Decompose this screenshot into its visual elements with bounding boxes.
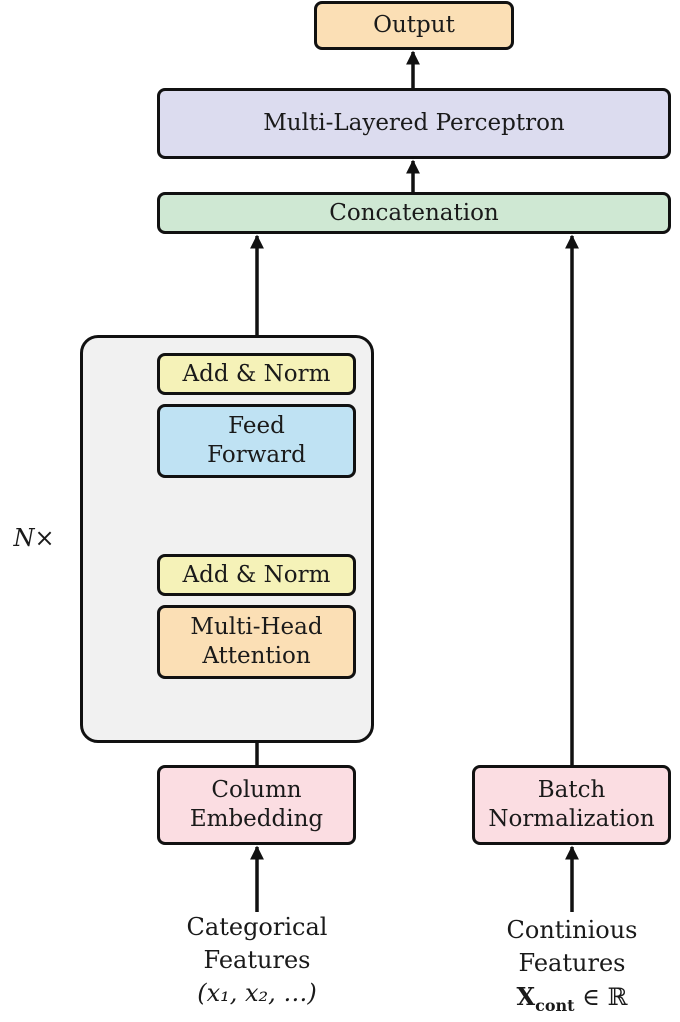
batch-norm-line-2: Normalization (488, 806, 655, 832)
categorical-caption-line-3: (x₁, x₂, …) (197, 979, 317, 1007)
continuous-symbol-subscript: cont (535, 995, 575, 1015)
mlp-label: Multi-Layered Perceptron (263, 110, 565, 136)
categorical-features-caption: Categorical Features (x₁, x₂, …) (157, 911, 357, 1010)
add-norm-bottom-box: Add & Norm (157, 554, 356, 596)
continuous-caption-line-3: Xcont ∈ ℝ (462, 980, 680, 1022)
concatenation-label: Concatenation (329, 199, 499, 226)
feed-forward-line-2: Forward (207, 442, 306, 468)
feed-forward-box: Feed Forward (157, 404, 356, 478)
batch-normalization-box: Batch Normalization (472, 765, 671, 845)
add-norm-bottom-label: Add & Norm (182, 561, 331, 588)
concatenation-box: Concatenation (157, 192, 671, 234)
repeat-count-label: N× (13, 524, 55, 552)
categorical-caption-line-1: Categorical (186, 913, 328, 941)
categorical-caption-line-2: Features (203, 946, 311, 974)
transformer-block-container (80, 335, 374, 743)
batch-norm-line-1: Batch (537, 777, 606, 803)
column-embedding-box: Column Embedding (157, 765, 356, 845)
multi-head-attention-box: Multi-Head Attention (157, 605, 356, 679)
continuous-caption-line-1: Continious (506, 916, 638, 944)
output-box: Output (314, 1, 514, 50)
output-label: Output (373, 12, 455, 38)
continuous-symbol: X (516, 982, 536, 1011)
mha-line-2: Attention (202, 643, 311, 669)
mha-line-1: Multi-Head (190, 614, 323, 640)
continuous-features-caption: Continious Features Xcont ∈ ℝ (462, 914, 680, 1022)
column-embedding-line-1: Column (211, 777, 302, 803)
add-norm-top-box: Add & Norm (157, 353, 356, 395)
column-embedding-line-2: Embedding (189, 806, 324, 832)
add-norm-top-label: Add & Norm (182, 360, 331, 387)
continuous-caption-line-2: Features (518, 949, 626, 977)
continuous-set: ∈ ℝ (582, 983, 628, 1011)
feed-forward-line-1: Feed (228, 413, 285, 439)
mlp-box: Multi-Layered Perceptron (157, 88, 671, 159)
